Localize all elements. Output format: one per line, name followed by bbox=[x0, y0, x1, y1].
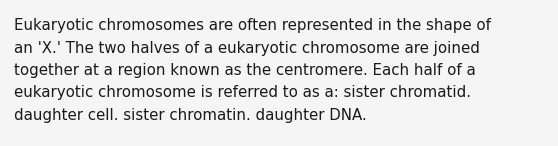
Text: eukaryotic chromosome is referred to as a: sister chromatid.: eukaryotic chromosome is referred to as … bbox=[14, 86, 471, 100]
Text: daughter cell. sister chromatin. daughter DNA.: daughter cell. sister chromatin. daughte… bbox=[14, 108, 367, 123]
Text: together at a region known as the centromere. Each half of a: together at a region known as the centro… bbox=[14, 63, 476, 78]
Text: Eukaryotic chromosomes are often represented in the shape of: Eukaryotic chromosomes are often represe… bbox=[14, 18, 491, 33]
Text: an 'X.' The two halves of a eukaryotic chromosome are joined: an 'X.' The two halves of a eukaryotic c… bbox=[14, 40, 480, 55]
